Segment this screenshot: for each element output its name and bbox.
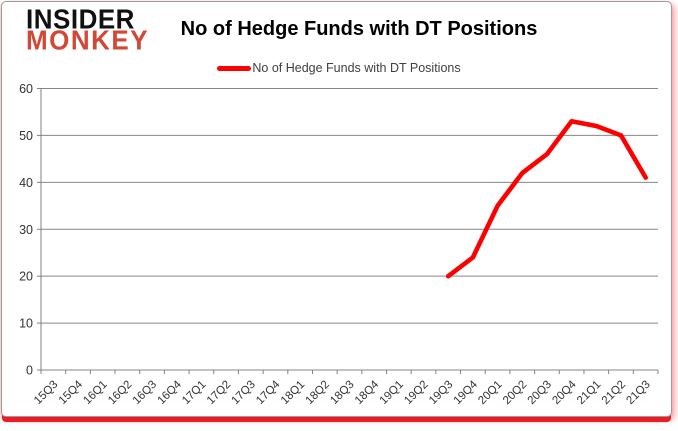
legend-label: No of Hedge Funds with DT Positions bbox=[252, 61, 461, 75]
chart-title: No of Hedge Funds with DT Positions bbox=[180, 18, 538, 40]
insider-monkey-logo: INSIDER MONKEY bbox=[26, 3, 150, 56]
logo-line-insider: INSIDER bbox=[26, 3, 135, 35]
chart-legend: No of Hedge Funds with DT Positions bbox=[0, 61, 678, 75]
logo-line-monkey: MONKEY bbox=[26, 24, 150, 56]
legend-line-swatch bbox=[217, 65, 252, 71]
